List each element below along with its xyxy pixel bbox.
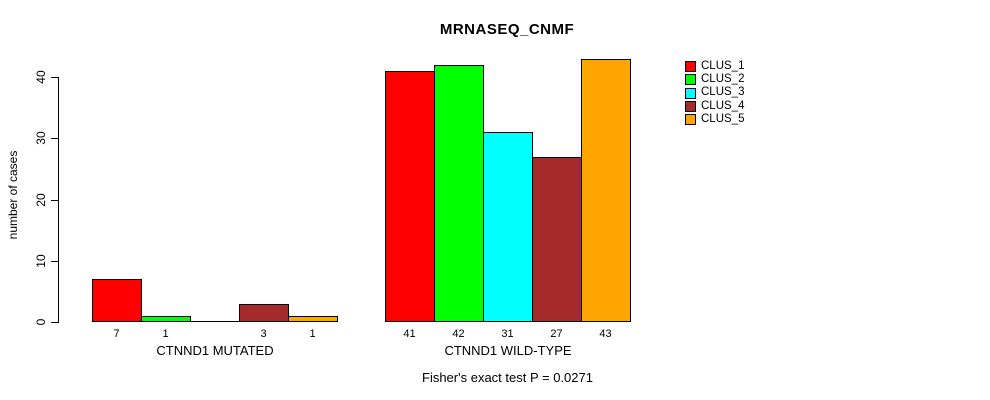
y-axis-tick — [51, 261, 58, 262]
y-axis-tick-label: 30 — [34, 131, 48, 145]
bar-CLUS_2 — [141, 316, 191, 322]
y-axis-label: number of cases — [6, 150, 20, 240]
bar-value-label: 1 — [309, 328, 316, 340]
legend-swatch-CLUS_1 — [685, 61, 696, 73]
bar-CLUS_4 — [239, 304, 289, 322]
bar-value-label: 42 — [452, 328, 465, 340]
group-label-ctnnd1-mutated: CTNND1 MUTATED — [156, 343, 274, 358]
bar-value-label: 41 — [403, 328, 416, 340]
legend-item: CLUS_5 — [685, 113, 744, 126]
legend-swatch-CLUS_3 — [685, 87, 696, 99]
legend-item: CLUS_1 — [685, 60, 744, 73]
y-axis-tick-label: 10 — [34, 254, 48, 268]
legend-label: CLUS_5 — [701, 113, 745, 126]
fisher-test-caption: Fisher's exact test P = 0.0271 — [422, 370, 593, 385]
legend-item: CLUS_3 — [685, 87, 744, 100]
zero-height-bar-CLUS_3 — [190, 321, 240, 322]
legend-swatch-CLUS_2 — [685, 74, 696, 86]
bar-value-label: 27 — [550, 328, 563, 340]
group-label-ctnnd1-wild-type: CTNND1 WILD-TYPE — [444, 343, 572, 358]
legend-label: CLUS_3 — [701, 86, 745, 99]
bar-value-label: 31 — [501, 328, 514, 340]
y-axis-tick-label: 40 — [34, 70, 48, 84]
legend-label: CLUS_1 — [701, 59, 745, 72]
bar-CLUS_1 — [92, 279, 142, 322]
legend-label: CLUS_2 — [701, 73, 745, 86]
y-axis-line — [58, 77, 59, 323]
legend: CLUS_1 CLUS_2 CLUS_3 CLUS_4 CLUS_5 — [685, 60, 744, 126]
chart-title: MRNASEQ_CNMF — [439, 21, 575, 38]
bar-value-label: 7 — [113, 328, 120, 340]
bar-value-label: 43 — [599, 328, 612, 340]
bar-CLUS_4 — [532, 157, 582, 322]
y-axis-tick — [51, 138, 58, 139]
bar-value-label: 3 — [260, 328, 267, 340]
y-axis-tick — [51, 200, 58, 201]
legend-swatch-CLUS_4 — [685, 101, 696, 113]
legend-item: CLUS_4 — [685, 100, 744, 113]
bar-CLUS_5 — [581, 59, 631, 322]
bar-CLUS_5 — [288, 316, 338, 322]
bar-CLUS_2 — [434, 65, 484, 322]
y-axis-tick — [51, 322, 58, 323]
legend-item: CLUS_2 — [685, 73, 744, 86]
bar-value-label: 1 — [162, 328, 169, 340]
y-axis-tick-label: 20 — [34, 193, 48, 207]
y-axis-tick-label: 0 — [34, 318, 48, 326]
bar-CLUS_3 — [483, 132, 533, 322]
y-axis-tick — [51, 77, 58, 78]
bar-CLUS_1 — [385, 71, 435, 322]
legend-swatch-CLUS_5 — [685, 114, 696, 126]
legend-label: CLUS_4 — [701, 99, 745, 112]
